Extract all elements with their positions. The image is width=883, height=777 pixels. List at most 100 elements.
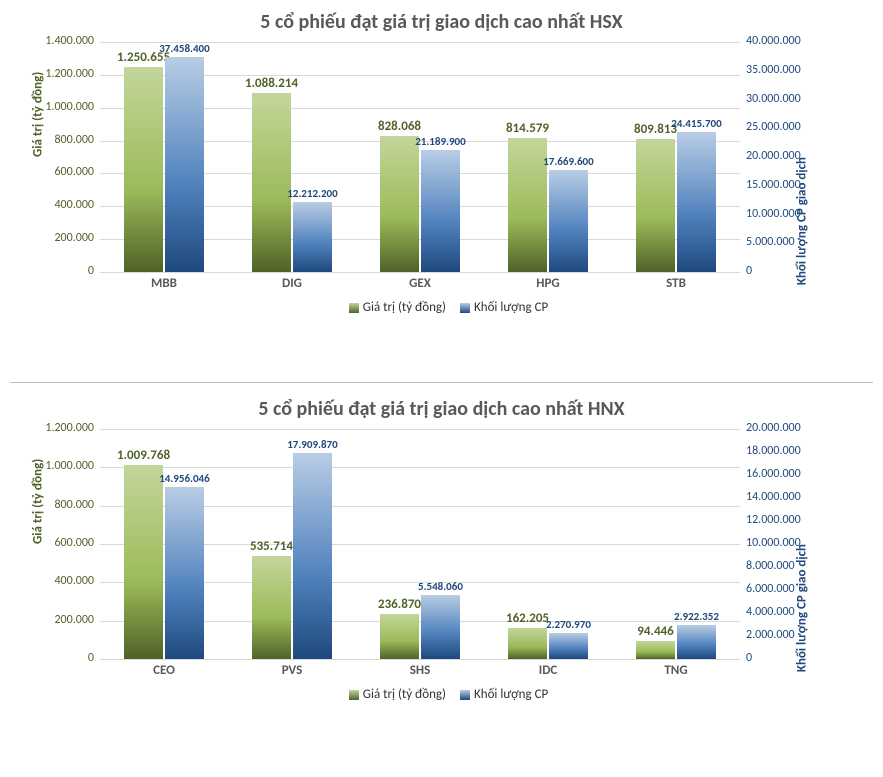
bar-volume-label: 5.548.060 (418, 580, 463, 595)
y-right-tick: 10.000.000 (740, 207, 801, 221)
bar-volume-label: 14.956.046 (159, 472, 209, 487)
bar-value-label: 162.205 (506, 611, 549, 628)
bar-volume: 12.212.200 (293, 202, 331, 272)
y-right-tick: 5.000.000 (740, 235, 795, 249)
legend-label-volume: Khối lượng CP (474, 300, 548, 315)
legend-label-volume: Khối lượng CP (474, 687, 548, 702)
plot-area: 0200.000400.000600.000800.0001.000.0001.… (100, 429, 740, 659)
bar-volume: 24.415.700 (677, 132, 715, 272)
chart-1: 5 cổ phiếu đạt giá trị giao dịch cao nhấ… (0, 387, 883, 777)
bar-value-label: 1.088.214 (245, 76, 298, 93)
y-right-tick: 8.000.000 (740, 559, 795, 573)
y-left-tick: 200.000 (54, 231, 100, 245)
y-left-tick: 400.000 (54, 198, 100, 212)
bar-value: 1.250.655 (124, 67, 162, 272)
bar-volume-label: 17.669.600 (543, 155, 593, 170)
plot-area: 0200.000400.000600.000800.0001.000.0001.… (100, 42, 740, 272)
legend: Giá trị (tỷ đồng) Khối lượng CP (0, 300, 883, 315)
x-category-label: HPG (536, 276, 559, 291)
legend-label-value: Giá trị (tỷ đồng) (363, 687, 446, 702)
bar-volume: 17.909.870 (293, 453, 331, 659)
x-category-label: CEO (153, 663, 175, 678)
bar-value: 94.446 (636, 641, 674, 659)
bar-volume: 5.548.060 (421, 595, 459, 659)
bar-volume: 2.922.352 (677, 625, 715, 659)
y-right-tick: 6.000.000 (740, 582, 795, 596)
y-left-tick: 1.200.000 (45, 67, 100, 81)
bar-volume-label: 2.922.352 (674, 610, 719, 625)
bar-volume: 21.189.900 (421, 150, 459, 272)
bars-layer: 1.250.65537.458.4001.088.21412.212.20082… (100, 42, 740, 272)
bar-value-label: 94.446 (637, 624, 673, 641)
y-left-tick: 600.000 (54, 165, 100, 179)
bar-value-label: 828.068 (378, 119, 421, 136)
y-right-axis-title: Khối lượng CP giao dịch (795, 157, 810, 285)
y-right-tick: 25.000.000 (740, 120, 801, 134)
bar-volume-label: 37.458.400 (159, 42, 209, 57)
bar-value: 809.813 (636, 139, 674, 272)
bar-volume-label: 21.189.900 (415, 135, 465, 150)
y-left-tick: 0 (88, 651, 100, 665)
legend-label-value: Giá trị (tỷ đồng) (363, 300, 446, 315)
y-left-axis-title: Giá trị (tỷ đồng) (31, 459, 46, 544)
y-left-tick: 0 (88, 264, 100, 278)
chart-divider (10, 382, 873, 383)
bar-value-label: 236.870 (378, 597, 421, 614)
y-right-tick: 18.000.000 (740, 444, 801, 458)
y-right-tick: 20.000.000 (740, 149, 801, 163)
x-category-label: STB (666, 276, 686, 291)
bar-value: 1.088.214 (252, 93, 290, 272)
x-labels: MBBDIGGEXHPGSTB (100, 272, 740, 276)
bar-value: 236.870 (380, 614, 418, 659)
y-left-tick: 1.200.000 (45, 421, 100, 435)
x-category-label: GEX (409, 276, 431, 291)
y-left-tick: 1.400.000 (45, 34, 100, 48)
y-right-tick: 20.000.000 (740, 421, 801, 435)
y-right-tick: 10.000.000 (740, 536, 801, 550)
y-right-tick: 35.000.000 (740, 63, 801, 77)
bar-value-label: 814.579 (506, 121, 549, 138)
bar-volume: 2.270.970 (549, 633, 587, 659)
bar-value-label: 535.714 (250, 539, 293, 556)
bar-volume-label: 17.909.870 (287, 438, 337, 453)
bar-value: 814.579 (508, 138, 546, 272)
legend-swatch-volume (460, 690, 470, 700)
y-left-tick: 400.000 (54, 574, 100, 588)
chart-0: 5 cổ phiếu đạt giá trị giao dịch cao nhấ… (0, 0, 883, 378)
bar-value: 828.068 (380, 136, 418, 272)
bar-value-label: 1.009.768 (117, 448, 170, 465)
x-category-label: SHS (410, 663, 431, 678)
y-right-tick: 16.000.000 (740, 467, 801, 481)
y-left-tick: 200.000 (54, 613, 100, 627)
y-right-tick: 40.000.000 (740, 34, 801, 48)
legend-swatch-value (349, 303, 359, 313)
bar-value: 162.205 (508, 628, 546, 659)
y-left-axis-title: Giá trị (tỷ đồng) (31, 72, 46, 157)
legend-swatch-value (349, 690, 359, 700)
x-labels: CEOPVSSHSIDCTNG (100, 659, 740, 663)
y-right-tick: 4.000.000 (740, 605, 795, 619)
y-left-tick: 800.000 (54, 133, 100, 147)
bar-value: 1.009.768 (124, 465, 162, 659)
bars-layer: 1.009.76814.956.046535.71417.909.870236.… (100, 429, 740, 659)
y-left-tick: 1.000.000 (45, 100, 100, 114)
y-right-tick: 30.000.000 (740, 92, 801, 106)
y-left-tick: 1.000.000 (45, 459, 100, 473)
y-right-axis-title: Khối lượng CP giao dịch (795, 544, 810, 672)
bar-volume-label: 2.270.970 (546, 618, 591, 633)
bar-volume-label: 12.212.200 (287, 187, 337, 202)
y-right-tick: 12.000.000 (740, 513, 801, 527)
y-right-tick: 2.000.000 (740, 628, 795, 642)
bar-value: 535.714 (252, 556, 290, 659)
legend: Giá trị (tỷ đồng) Khối lượng CP (0, 687, 883, 702)
x-category-label: DIG (282, 276, 302, 291)
y-left-tick: 800.000 (54, 498, 100, 512)
bar-volume-label: 24.415.700 (671, 117, 721, 132)
x-category-label: IDC (539, 663, 558, 678)
y-right-tick: 14.000.000 (740, 490, 801, 504)
x-category-label: PVS (282, 663, 303, 678)
y-left-tick: 600.000 (54, 536, 100, 550)
bar-volume: 37.458.400 (165, 57, 203, 272)
y-right-tick: 15.000.000 (740, 178, 801, 192)
legend-swatch-volume (460, 303, 470, 313)
